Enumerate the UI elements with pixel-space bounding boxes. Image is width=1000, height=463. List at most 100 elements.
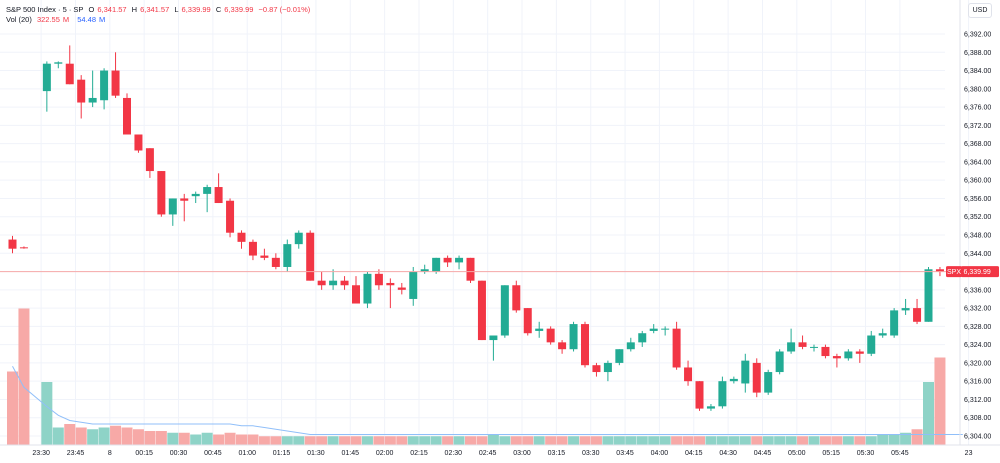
volume-bar [545,436,557,445]
candle-body [203,187,212,194]
candle-body [603,362,612,373]
candle-body [855,351,864,354]
volume-bar [52,427,64,445]
volume-bar [41,382,53,445]
volume-bar [934,357,946,445]
time-tick-label: 23 [965,450,973,457]
candle-body [65,63,74,85]
candle-body [844,351,853,359]
price-tick-label: 6,308.00 [964,415,991,422]
symbol-title[interactable]: S&P 500 Index · 5 · SP [6,5,84,14]
time-tick-label: 8 [108,450,112,457]
time-tick-label: 01:45 [342,450,360,457]
price-tick-label: 6,376.00 [964,105,991,112]
ticker-tag-bg [946,266,962,278]
candle-body [523,308,532,334]
volume-value: 322.55 M [36,15,70,24]
high-label: H [131,5,138,14]
volume-bar [224,432,236,445]
candle-body [878,333,887,336]
candle-layer [8,45,944,411]
candle-body [42,63,51,92]
volume-bar [373,436,385,445]
time-tick-label: 00:45 [204,450,222,457]
candle-body [329,280,338,286]
open-value: 6,341.57 [97,5,127,14]
candle-body [787,342,796,352]
time-tick-label: 04:30 [719,450,737,457]
volume-bar [190,434,202,445]
volume-bar [694,436,705,445]
candle-body [821,346,830,357]
grid-layer [0,0,970,445]
time-tick-label: 01:30 [307,450,325,457]
currency-button[interactable]: USD [968,3,992,18]
volume-bar [339,436,351,445]
volume-bar [648,436,660,445]
volume-bar [167,432,179,445]
volume-bar [178,432,190,445]
volume-bar [396,436,408,445]
candle-body [741,360,750,384]
volume-bar [625,436,637,445]
volume-bar [522,436,534,445]
candle-body [924,269,933,322]
last-price-tag-bg [961,266,999,278]
volume-bar [87,429,99,445]
volume-ma-line [12,366,963,435]
volume-bar [659,436,671,445]
candle-body [100,70,109,101]
time-tick-label: 00:30 [170,450,188,457]
volume-bar [213,434,225,445]
volume-bar [613,436,625,445]
volume-bar [407,436,419,445]
candle-body [77,79,86,103]
volume-ma-layer [12,366,963,435]
candle-body [363,273,372,304]
candle-body [546,328,555,343]
candle-body [684,367,693,382]
volume-bar [510,436,522,445]
candle-body [729,378,738,382]
volume-bar [316,436,328,445]
volume-bar [842,436,854,445]
volume-bar [911,429,923,445]
volume-label[interactable]: Vol (20) [6,15,32,24]
candle-body [718,381,727,407]
time-tick-label: 02:45 [479,450,497,457]
volume-bar [716,436,728,445]
volume-layer [7,308,946,445]
price-tick-label: 6,316.00 [964,379,991,386]
volume-bar [854,436,866,445]
close-label: C [215,5,222,14]
candle-body [317,280,326,286]
price-tick-label: 6,384.00 [964,68,991,75]
price-tick-label: 6,364.00 [964,159,991,166]
candle-body [798,342,807,347]
candle-body [397,287,406,290]
volume-bar [808,436,820,445]
volume-bar [797,436,809,445]
time-tick-label: 03:45 [616,450,634,457]
volume-bar [636,436,648,445]
candle-body [775,351,784,373]
volume-bar [7,371,18,445]
volume-bar [923,382,934,445]
price-tick-label: 6,336.00 [964,287,991,294]
candle-body [54,62,63,64]
volume-bar [888,434,900,445]
time-tick-label: 05:15 [822,450,840,457]
low-label: L [174,5,179,14]
volume-bar [499,436,511,445]
volume-bar [602,436,614,445]
price-tick-label: 6,304.00 [964,434,991,441]
volume-bar [155,431,167,445]
price-tick-label: 6,328.00 [964,324,991,331]
price-tick-label: 6,320.00 [964,360,991,367]
time-tick-label: 02:00 [376,450,394,457]
candle-body [409,271,418,299]
volume-bar [64,424,76,445]
candle-body [294,232,303,245]
candle-body [500,285,509,336]
